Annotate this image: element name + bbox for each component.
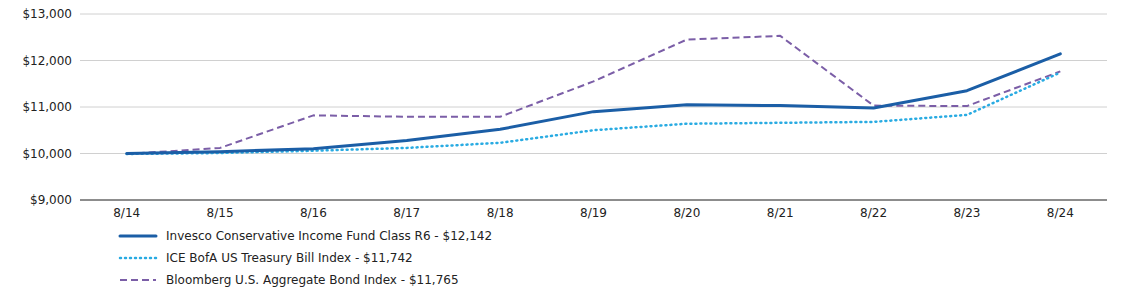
x-tick-label: 8/21 [767, 206, 794, 220]
y-tick-label: $12,000 [22, 54, 72, 68]
x-tick-label: 8/17 [393, 206, 420, 220]
x-tick-label: 8/15 [207, 206, 234, 220]
legend-label: ICE BofA US Treasury Bill Index - $11,74… [166, 251, 413, 265]
series-line [127, 73, 1061, 154]
x-tick-label: 8/22 [860, 206, 887, 220]
x-tick-label: 8/18 [487, 206, 514, 220]
lines [127, 36, 1061, 154]
legend-swatch [120, 257, 156, 260]
grid-line [80, 60, 1107, 61]
x-tick-label: 8/14 [113, 206, 140, 220]
legend-swatch [120, 235, 156, 238]
x-tick-label: 8/16 [300, 206, 327, 220]
grid-line [80, 14, 1107, 15]
x-tick-label: 8/23 [953, 206, 980, 220]
legend-label: Bloomberg U.S. Aggregate Bond Index - $1… [166, 273, 459, 287]
legend: Invesco Conservative Income Fund Class R… [120, 229, 492, 287]
legend-swatch [120, 279, 156, 281]
grid-line [80, 200, 1107, 201]
chart: $9,000 $10,000 $11,000 $12,000 $13,000 8/14 8/… [0, 0, 1123, 304]
grid-line [80, 153, 1107, 154]
grid [80, 14, 1107, 200]
legend-label: Invesco Conservative Income Fund Class R… [166, 229, 492, 243]
y-tick-label: $9,000 [30, 193, 72, 207]
x-tick-label: 8/24 [1047, 206, 1074, 220]
y-tick-label: $10,000 [22, 147, 72, 161]
series-line [127, 36, 1061, 154]
x-tick-label: 8/19 [580, 206, 607, 220]
x-axis-line [80, 200, 1107, 201]
y-tick-label: $13,000 [22, 7, 72, 21]
x-tick-label: 8/20 [673, 206, 700, 220]
y-tick-label: $11,000 [22, 100, 72, 114]
series-line [127, 54, 1061, 154]
